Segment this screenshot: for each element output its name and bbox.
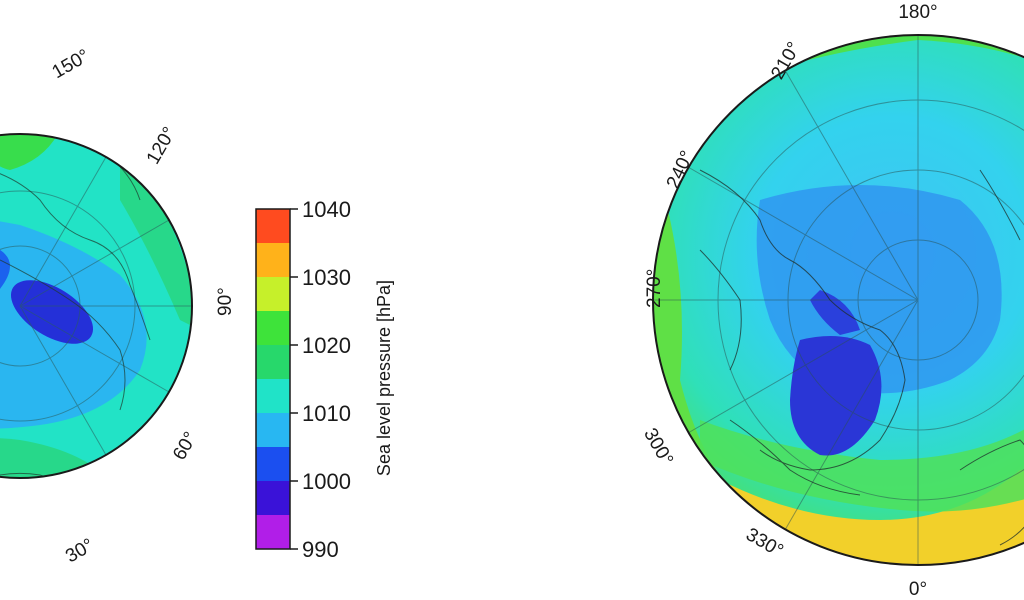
colorbar-band-1030-1035	[256, 243, 290, 277]
right-map-coastlines	[699, 169, 1024, 546]
left-map-region-1005	[0, 200, 147, 429]
colorbar-tick-1030: 1030	[302, 265, 351, 290]
colorbar-band-1025-1030	[256, 277, 290, 311]
colorbar-band-1035-1040	[256, 209, 290, 243]
right-map-outline	[652, 34, 1024, 566]
left-lon-label-150: 150°	[49, 45, 94, 83]
left-lon-label-30: 30°	[62, 535, 97, 568]
colorbar-bands	[256, 209, 290, 549]
colorbar-band-1005-1010	[256, 413, 290, 447]
right-lon-label-0: 0°	[909, 579, 927, 600]
left-map-graticule	[0, 156, 192, 456]
right-lon-label-300: 300°	[639, 425, 677, 470]
colorbar-band-1015-1020	[256, 345, 290, 379]
right-map-blue-dark-greenland	[790, 336, 882, 456]
left-lon-label-90: 90°	[215, 287, 236, 316]
colorbar: 1040 1030 1020 1010 1000 990 Sea level p…	[255, 197, 394, 562]
left-map-region-1020-top	[0, 134, 60, 170]
right-polar-map: 180° 210° 240° 270° 300° 330° 0°	[639, 2, 1024, 600]
colorbar-band-1020-1025	[256, 311, 290, 345]
right-map-graticule	[653, 35, 1024, 565]
colorbar-band-1010-1015	[256, 379, 290, 413]
colorbar-band-995-1000	[256, 481, 290, 515]
left-lon-label-60: 60°	[169, 428, 202, 463]
right-map-green-band-bottom	[700, 400, 1024, 512]
left-map-low-pressure-core	[10, 280, 94, 344]
colorbar-tick-1010: 1010	[302, 401, 351, 426]
left-map-region-1015-bottom	[0, 438, 120, 478]
right-map-blue-strip	[810, 290, 860, 335]
right-lon-label-330: 330°	[742, 524, 787, 562]
left-lon-label-120: 120°	[143, 124, 181, 169]
left-map-region-1015-band	[120, 160, 192, 330]
colorbar-tick-990: 990	[302, 537, 339, 562]
left-map-outline	[0, 133, 193, 479]
colorbar-band-990-995	[256, 515, 290, 549]
colorbar-tick-1020: 1020	[302, 333, 351, 358]
colorbar-tick-1000: 1000	[302, 469, 351, 494]
colorbar-title: Sea level pressure [hPa]	[374, 280, 394, 476]
colorbar-ticks	[290, 208, 298, 550]
right-lon-label-270: 270°	[644, 269, 665, 308]
right-lon-label-180: 180°	[898, 2, 937, 23]
colorbar-band-1000-1005	[256, 447, 290, 481]
left-polar-map: 150° 120° 90° 60° 30°	[0, 45, 236, 567]
colorbar-tick-1040: 1040	[302, 197, 351, 222]
colorbar-frame	[255, 208, 291, 550]
